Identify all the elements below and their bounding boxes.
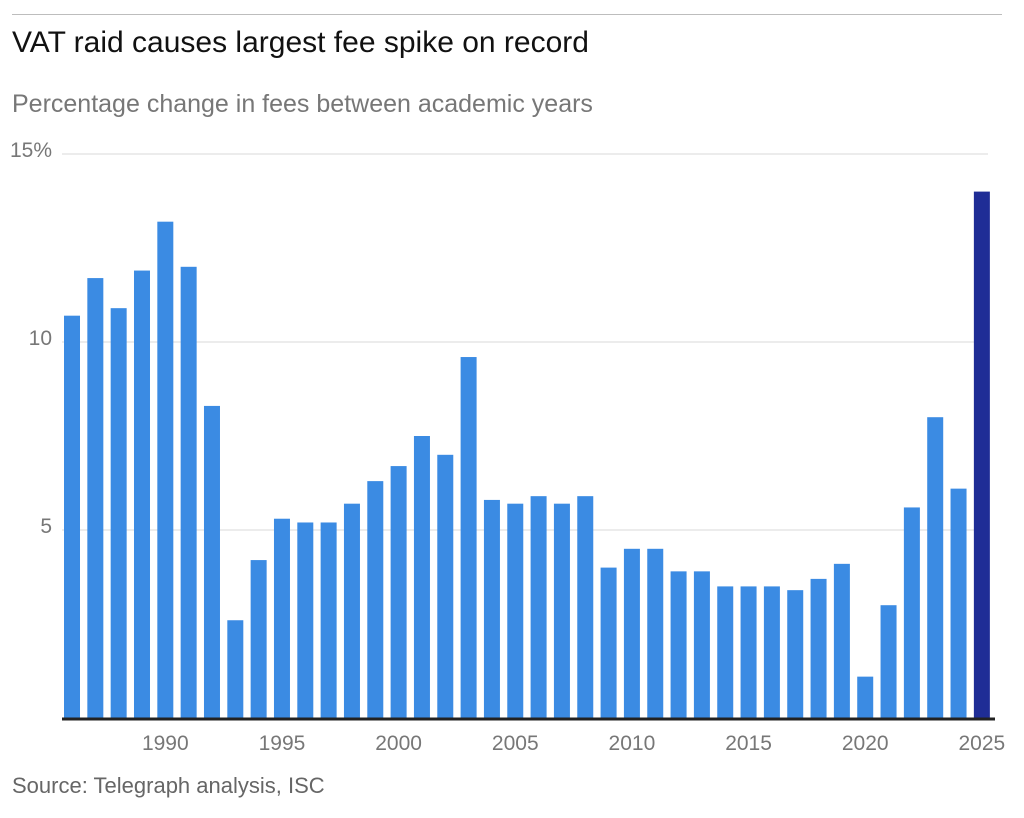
bar-2000 bbox=[390, 466, 407, 718]
bar-2020 bbox=[857, 676, 874, 718]
x-tick-label: 1995 bbox=[259, 732, 306, 755]
bar-2014 bbox=[717, 586, 734, 718]
bar-1993 bbox=[227, 620, 244, 718]
bar-1997 bbox=[320, 522, 337, 718]
bar-2012 bbox=[670, 571, 687, 718]
bar-1991 bbox=[180, 266, 197, 718]
x-tick-label: 2020 bbox=[842, 732, 889, 755]
bar-1995 bbox=[273, 518, 290, 718]
bar-1990 bbox=[157, 221, 174, 718]
bar-2003 bbox=[460, 357, 477, 718]
top-rule bbox=[12, 14, 1002, 15]
bar-2004 bbox=[483, 499, 500, 718]
source-note: Source: Telegraph analysis, ISC bbox=[12, 773, 325, 798]
bar-1986 bbox=[64, 315, 80, 718]
y-tick-label: 5 bbox=[40, 515, 52, 538]
bar-2011 bbox=[647, 548, 664, 718]
x-tick-label: 2025 bbox=[959, 732, 1006, 755]
bar-1987 bbox=[87, 278, 104, 718]
bar-2023 bbox=[927, 417, 944, 718]
bar-2001 bbox=[413, 436, 430, 718]
bar-2007 bbox=[553, 503, 570, 718]
bar-2010 bbox=[623, 548, 640, 718]
bar-1988 bbox=[110, 308, 127, 718]
bar-2017 bbox=[787, 590, 804, 718]
bar-2024 bbox=[950, 488, 967, 718]
bar-2018 bbox=[810, 578, 827, 718]
bar-1998 bbox=[343, 503, 360, 718]
x-tick-label: 1990 bbox=[142, 732, 189, 755]
bar-2021 bbox=[880, 605, 897, 718]
x-tick-label: 2010 bbox=[609, 732, 656, 755]
bar-2025 bbox=[973, 191, 990, 719]
bar-1989 bbox=[133, 270, 150, 718]
bar-2005 bbox=[507, 503, 524, 718]
bar-2015 bbox=[740, 586, 757, 718]
y-tick-label: 15% bbox=[10, 139, 52, 162]
x-tick-label: 2005 bbox=[492, 732, 539, 755]
x-tick-label: 2000 bbox=[375, 732, 422, 755]
bar-2019 bbox=[833, 563, 850, 718]
x-tick-label: 2015 bbox=[725, 732, 772, 755]
bar-2006 bbox=[530, 496, 547, 718]
bar-1999 bbox=[367, 481, 384, 718]
bar-1992 bbox=[203, 405, 220, 718]
bar-2016 bbox=[763, 586, 780, 718]
chart-subtitle: Percentage change in fees between academ… bbox=[12, 90, 593, 118]
bar-1994 bbox=[250, 560, 267, 718]
y-tick-label: 10 bbox=[29, 327, 52, 350]
bar-2022 bbox=[903, 507, 920, 718]
bar-2009 bbox=[600, 567, 617, 718]
bar-1996 bbox=[297, 522, 314, 718]
bar-2002 bbox=[437, 454, 454, 718]
chart-title: VAT raid causes largest fee spike on rec… bbox=[12, 26, 589, 59]
bar-2013 bbox=[693, 571, 710, 718]
bar-2008 bbox=[577, 496, 594, 718]
